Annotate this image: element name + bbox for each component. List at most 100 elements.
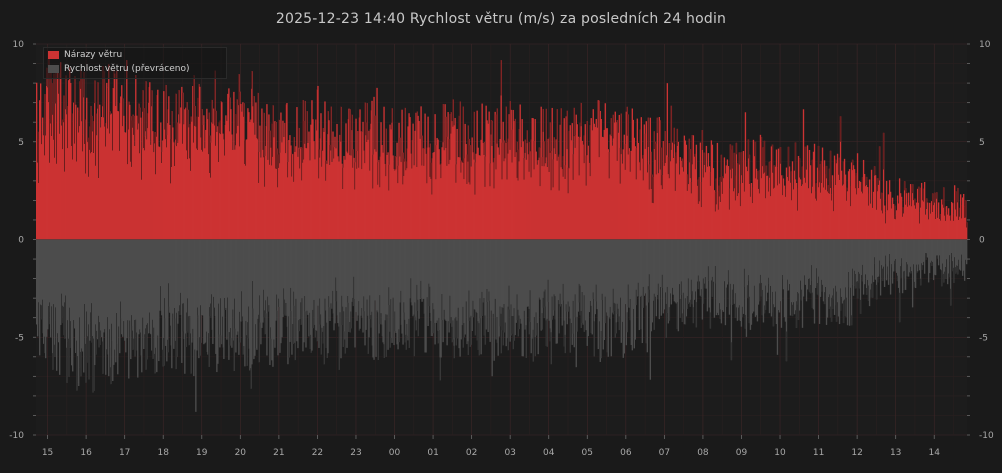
- gust-bar: [368, 130, 370, 240]
- gust-bar: [641, 158, 644, 240]
- gust-bar: [49, 119, 51, 240]
- speed-bar: [224, 239, 226, 310]
- gust-bar: [512, 109, 514, 240]
- speed-bar: [483, 239, 485, 336]
- speed-bar: [118, 239, 120, 327]
- speed-bar: [136, 239, 138, 351]
- speed-bar: [759, 239, 762, 284]
- speed-bar: [214, 239, 216, 316]
- speed-bar: [37, 239, 39, 337]
- speed-bar: [265, 239, 267, 314]
- speed-bar: [131, 239, 133, 326]
- speed-bar: [312, 239, 314, 329]
- gust-bar: [541, 157, 543, 240]
- gust-bar: [299, 148, 301, 240]
- speed-bar: [413, 239, 415, 357]
- speed-bar: [910, 239, 913, 272]
- gust-bar: [513, 121, 515, 240]
- gust-bar: [303, 120, 305, 240]
- speed-bar: [419, 239, 421, 300]
- speed-bar: [278, 239, 280, 307]
- speed-bar: [54, 239, 56, 357]
- speed-bar: [941, 239, 944, 275]
- gust-bar: [631, 108, 633, 240]
- speed-bar: [719, 239, 722, 320]
- speed-bar: [292, 239, 294, 344]
- speed-bar: [609, 239, 611, 319]
- speed-bar: [765, 239, 768, 302]
- speed-bar: [480, 239, 482, 355]
- speed-bar: [886, 239, 889, 275]
- gust-bar: [247, 108, 249, 240]
- speed-bar: [489, 239, 491, 342]
- speed-bar: [882, 239, 885, 267]
- gust-bar: [878, 146, 881, 240]
- gust-bar: [439, 164, 441, 240]
- speed-bar: [122, 239, 124, 337]
- gust-bar: [526, 130, 528, 240]
- speed-bar: [548, 239, 550, 321]
- speed-bar: [405, 239, 407, 350]
- gust-bar: [320, 113, 322, 240]
- gust-bar: [743, 160, 746, 240]
- gust-bar: [770, 146, 773, 240]
- speed-bar: [81, 239, 83, 349]
- speed-bar: [497, 239, 499, 356]
- gust-bar: [52, 114, 54, 240]
- speed-bar: [382, 239, 384, 343]
- gust-bar: [630, 150, 632, 240]
- gust-bar: [112, 88, 114, 240]
- gust-bar: [576, 124, 578, 240]
- gust-bar: [822, 167, 825, 240]
- gust-bar: [652, 177, 655, 240]
- gust-bar: [708, 166, 711, 240]
- speed-bar: [109, 239, 111, 348]
- speed-bar: [66, 239, 68, 383]
- speed-bar: [526, 239, 528, 307]
- speed-bar: [394, 239, 396, 332]
- speed-bar: [595, 239, 597, 302]
- speed-bar: [455, 239, 457, 346]
- gust-bar: [921, 200, 924, 240]
- gust-bar: [634, 146, 636, 240]
- speed-bar: [920, 239, 923, 270]
- gust-bar: [683, 135, 686, 240]
- gust-bar: [98, 140, 100, 240]
- speed-bar: [388, 239, 390, 306]
- speed-bar: [830, 239, 833, 322]
- gust-bar: [498, 154, 500, 240]
- gust-bar: [388, 164, 390, 240]
- speed-bar: [478, 239, 480, 356]
- gust-bar: [147, 113, 149, 240]
- speed-bar: [240, 239, 242, 322]
- speed-bar: [539, 239, 541, 300]
- speed-bar: [696, 239, 699, 282]
- speed-bar: [309, 239, 311, 349]
- speed-bar: [512, 239, 514, 350]
- speed-bar: [880, 239, 883, 266]
- gust-bar: [517, 149, 519, 240]
- speed-bar: [917, 239, 920, 268]
- gust-bar: [803, 177, 806, 240]
- gust-bar: [964, 200, 967, 240]
- speed-bar: [446, 239, 448, 346]
- gust-bar: [835, 163, 838, 240]
- speed-bar: [429, 239, 431, 313]
- speed-bar: [36, 239, 38, 325]
- gust-bar: [784, 189, 787, 240]
- gust-bar: [212, 123, 214, 240]
- gust-bar: [859, 182, 862, 240]
- speed-bar: [162, 239, 164, 367]
- x-tick-label: 13: [890, 448, 901, 458]
- speed-bar: [329, 239, 331, 322]
- speed-bar: [906, 239, 909, 277]
- gust-bar: [869, 203, 872, 240]
- speed-bar: [720, 239, 723, 324]
- speed-bar: [940, 239, 943, 287]
- gust-bar: [375, 151, 377, 240]
- gust-bar: [769, 161, 772, 240]
- speed-bar: [878, 239, 881, 275]
- gust-bar: [409, 117, 411, 240]
- gust-bar: [796, 188, 799, 240]
- gust-bar: [671, 142, 674, 240]
